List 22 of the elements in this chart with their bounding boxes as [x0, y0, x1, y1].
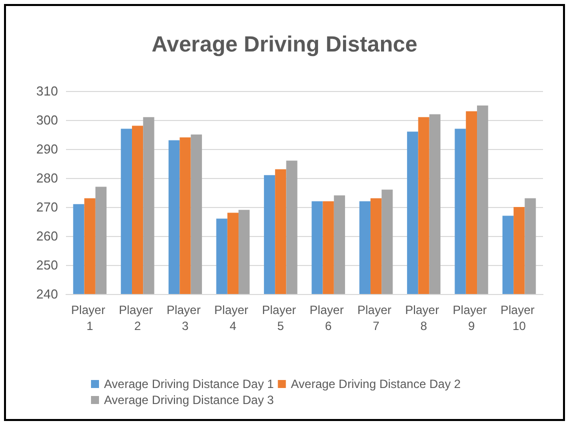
x-tick-label: Player 10 [500, 303, 538, 333]
legend-label: Average Driving Distance Day 3 [104, 393, 274, 407]
x-tick-label: Player 2 [118, 303, 156, 333]
y-tick-label: 280 [36, 170, 58, 186]
y-tick-label: 300 [36, 112, 58, 128]
x-tick-label: Player 1 [71, 303, 109, 333]
x-tick-label: Player 4 [214, 303, 252, 333]
y-tick-label: 290 [36, 142, 58, 156]
x-tick-label: Player 9 [452, 303, 490, 333]
y-tick-label: 260 [36, 228, 58, 244]
legend-label: Average Driving Distance Day 2 [290, 377, 462, 391]
y-tick-label: 250 [36, 258, 58, 272]
y-tick-label: 270 [36, 200, 58, 214]
y-tick-label: 240 [36, 286, 58, 302]
x-tick-label: Player 8 [405, 303, 442, 333]
x-tick-label: Player 7 [357, 303, 395, 333]
y-tick-label: 310 [36, 84, 58, 98]
chart-title: Average Driving Distance [152, 32, 418, 56]
x-tick-label: Player 5 [262, 303, 300, 333]
legend-label: Average Driving Distance Day 1 [104, 377, 274, 391]
x-tick-label: Player 6 [310, 303, 348, 333]
x-tick-label: Player 3 [166, 303, 204, 333]
